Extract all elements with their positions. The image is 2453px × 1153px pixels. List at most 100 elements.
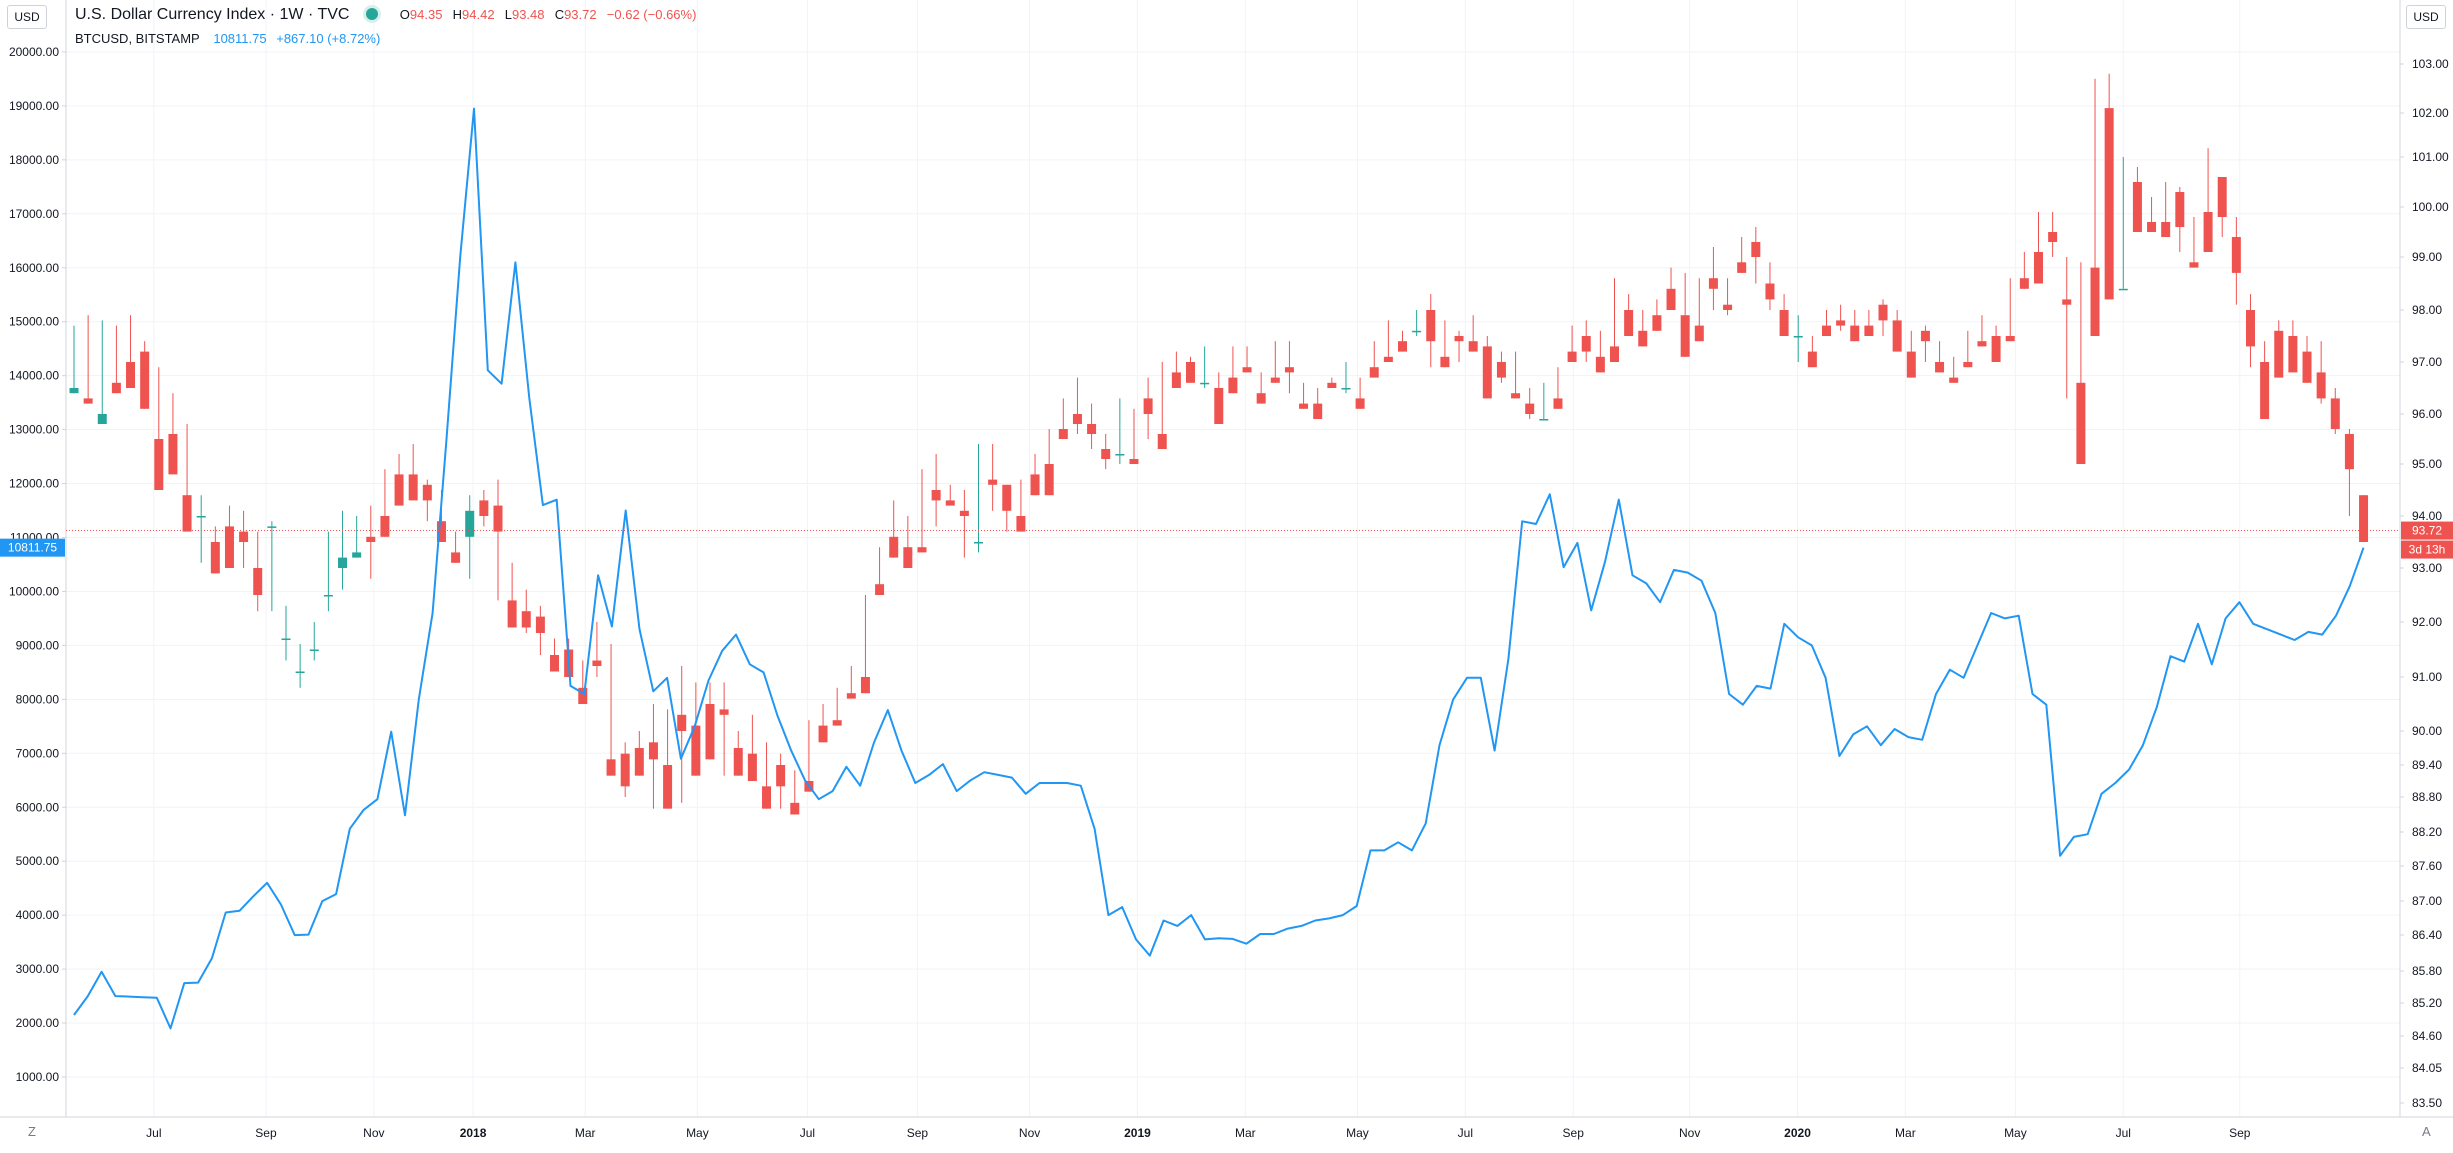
candle-body bbox=[1595, 356, 1605, 373]
dxy-candle bbox=[224, 505, 234, 568]
candle-body bbox=[2076, 382, 2086, 464]
right-tick-label: 85.80 bbox=[2412, 964, 2442, 978]
compare-change: +867.10 (+8.72%) bbox=[276, 31, 381, 46]
candle-body bbox=[733, 748, 743, 776]
dxy-candle bbox=[1468, 315, 1478, 352]
candle-body bbox=[2033, 252, 2043, 284]
dxy-candle bbox=[705, 682, 715, 760]
dxy-candle bbox=[1595, 330, 1605, 373]
candle-body bbox=[1398, 341, 1408, 352]
corner-right-button[interactable]: A bbox=[2422, 1124, 2431, 1139]
countdown-label: 3d 13h bbox=[2409, 543, 2446, 557]
dxy-candle bbox=[1482, 336, 1492, 399]
left-currency-badge[interactable]: USD bbox=[7, 5, 47, 29]
candle-body bbox=[493, 505, 503, 532]
candle-body bbox=[1694, 325, 1704, 342]
time-tick-label: Mar bbox=[575, 1126, 596, 1140]
left-tick-label: 19000.00 bbox=[9, 99, 59, 113]
dxy-candle bbox=[620, 742, 630, 797]
dxy-candle bbox=[352, 516, 362, 558]
time-axis[interactable]: Jul Sep Nov 2018 Mar May Jul Sep Nov 2019 Mar May Ju… bbox=[0, 1116, 2453, 1140]
candle-body bbox=[111, 382, 121, 394]
ohlc-o-label: O bbox=[399, 7, 410, 22]
candle-body bbox=[196, 516, 206, 518]
candle-body bbox=[2260, 362, 2270, 419]
time-tick-label: Jul bbox=[2116, 1126, 2131, 1140]
time-tick-label: Nov bbox=[363, 1126, 384, 1140]
right-tick-label: 103.00 bbox=[2412, 57, 2449, 71]
candle-body bbox=[1044, 464, 1054, 496]
candle-body bbox=[1638, 330, 1648, 347]
candle-body bbox=[620, 753, 630, 787]
visibility-dot-icon[interactable] bbox=[365, 8, 378, 20]
candle-body bbox=[1963, 362, 1973, 368]
candle-body bbox=[974, 542, 984, 544]
dxy-candle bbox=[1751, 227, 1761, 284]
right-tick-label: 87.60 bbox=[2412, 859, 2442, 873]
corner-left-button[interactable]: Z bbox=[28, 1124, 36, 1139]
dxy-candle bbox=[1496, 351, 1506, 383]
dxy-candle bbox=[719, 682, 729, 776]
left-tick-label: 1000.00 bbox=[16, 1070, 60, 1084]
candle-body bbox=[903, 547, 913, 568]
dxy-candle bbox=[917, 469, 927, 553]
dxy-candle bbox=[931, 454, 941, 527]
candle-body bbox=[2175, 192, 2185, 227]
dxy-candle bbox=[1680, 272, 1690, 357]
candle-body bbox=[1666, 288, 1676, 310]
compare-value: 10811.75 bbox=[213, 31, 267, 46]
right-tick-label: 87.00 bbox=[2412, 894, 2442, 908]
dxy-candle bbox=[366, 505, 376, 579]
candle-body bbox=[2118, 288, 2128, 291]
candle-body bbox=[818, 725, 828, 743]
dxy-candle bbox=[1723, 278, 1733, 316]
symbol-title[interactable]: U.S. Dollar Currency Index · 1W · TVC bbox=[75, 6, 350, 23]
dxy-candle bbox=[860, 595, 870, 694]
right-currency-badge[interactable]: USD bbox=[2406, 5, 2446, 29]
left-tick-label: 18000.00 bbox=[9, 153, 59, 167]
dxy-candle bbox=[1383, 320, 1393, 362]
candle-body bbox=[1214, 388, 1224, 424]
candle-body bbox=[1609, 346, 1619, 362]
candle-body bbox=[2062, 299, 2072, 305]
dxy-candle bbox=[1920, 325, 1930, 362]
right-price-axis[interactable]: 103.00 102.00 101.00 100.00 99.00 98.00 97.00 9… bbox=[2399, 0, 2449, 1117]
dxy-candle bbox=[1242, 346, 1252, 373]
dxy-candle bbox=[1779, 294, 1789, 336]
dxy-candle bbox=[196, 495, 206, 563]
candle-body bbox=[465, 510, 475, 537]
compare-symbol[interactable]: BTCUSD, BITSTAMP bbox=[75, 31, 200, 46]
dxy-candles bbox=[69, 73, 2369, 815]
time-tick-label: Sep bbox=[1563, 1126, 1585, 1140]
dxy-candle bbox=[1652, 299, 1662, 331]
candle-body bbox=[945, 500, 955, 506]
left-last-price-box bbox=[0, 538, 65, 557]
dxy-candle bbox=[2147, 197, 2157, 232]
dxy-candle bbox=[1440, 320, 1450, 368]
candle-body bbox=[1906, 351, 1916, 378]
right-tick-label: 92.00 bbox=[2412, 615, 2442, 629]
dxy-candle bbox=[2245, 294, 2255, 368]
dxy-candle bbox=[2019, 252, 2029, 289]
left-tick-label: 3000.00 bbox=[16, 962, 60, 976]
dxy-candle bbox=[493, 479, 503, 601]
ohlc-change: −0.62 (−0.66%) bbox=[606, 7, 697, 22]
right-tick-label: 101.00 bbox=[2412, 150, 2449, 164]
dxy-candle bbox=[253, 531, 263, 612]
candle-body bbox=[1171, 372, 1181, 388]
candle-body bbox=[1878, 304, 1888, 321]
candle-body bbox=[1256, 393, 1266, 404]
dxy-candle bbox=[267, 521, 277, 612]
dxy-candle bbox=[1553, 367, 1563, 409]
candle-body bbox=[1284, 367, 1294, 373]
dxy-candle bbox=[974, 444, 984, 553]
left-tick-label: 14000.00 bbox=[9, 369, 59, 383]
candle-body bbox=[1016, 516, 1026, 532]
time-tick-label: Nov bbox=[1679, 1126, 1700, 1140]
candle-body bbox=[1186, 362, 1196, 383]
candle-body bbox=[1270, 377, 1280, 383]
candle-body bbox=[1369, 367, 1379, 378]
dxy-candle bbox=[875, 547, 885, 595]
left-price-axis[interactable]: 20000.00 19000.00 18000.00 17000.00 16000.00… bbox=[9, 0, 67, 1117]
